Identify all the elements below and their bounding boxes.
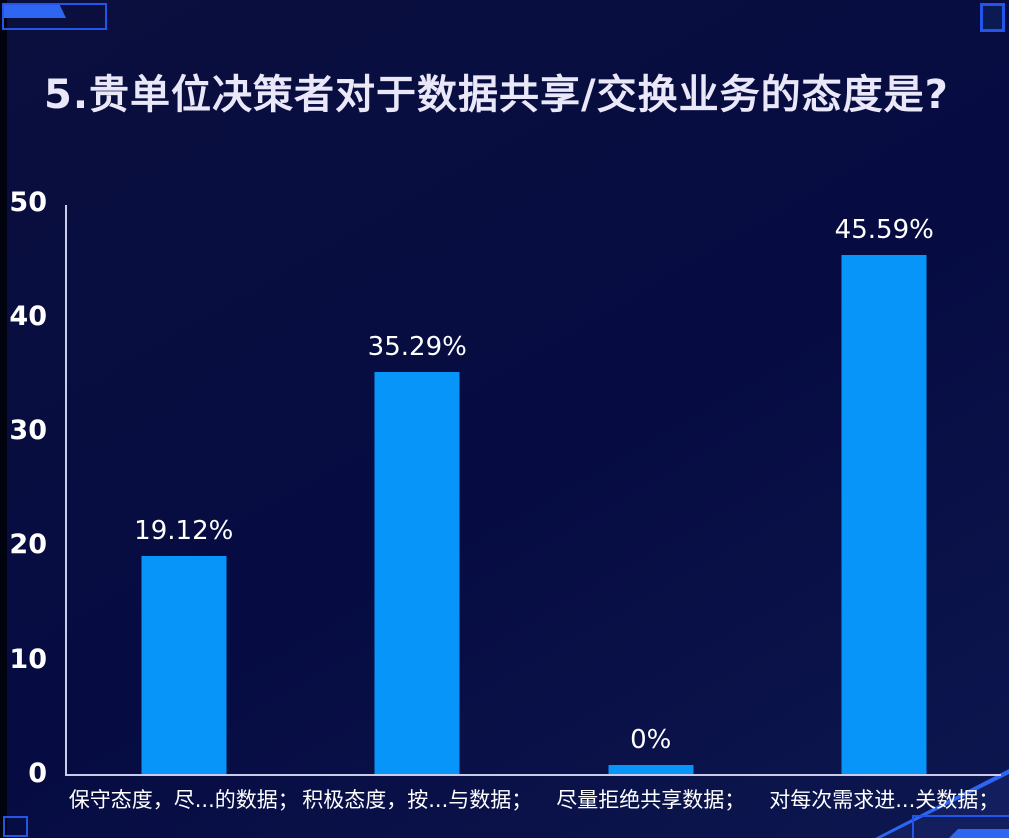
corner-decoration-top-left bbox=[2, 3, 107, 30]
corner-decoration-top-right bbox=[980, 3, 1005, 32]
corner-decoration-bottom-right-outline bbox=[912, 815, 1009, 838]
y-axis-tick: 40 bbox=[9, 301, 47, 332]
x-axis-label: 积极态度，按...与数据； bbox=[302, 788, 533, 812]
bar-slot: 35.29% 积极态度，按...与数据； bbox=[301, 205, 535, 812]
bar-slot: 45.59% 对每次需求进...关数据； bbox=[768, 205, 1002, 812]
x-axis-label: 对每次需求进...关数据； bbox=[769, 788, 1000, 812]
bar-value-label: 0% bbox=[630, 725, 672, 755]
y-axis-tick: 10 bbox=[9, 643, 47, 675]
bar-slot: 19.12% 保守态度，尽...的数据； bbox=[67, 205, 301, 812]
bar-slot: 0% 尽量拒绝共享数据； bbox=[534, 205, 768, 812]
plot-area: 19.12% 保守态度，尽...的数据； 35.29% 积极态度，按...与数据； 0%… bbox=[65, 205, 1002, 812]
bar bbox=[841, 255, 927, 774]
chart-title: 5.贵单位决策者对于数据共享/交换业务的态度是? bbox=[44, 72, 949, 118]
bar bbox=[608, 765, 694, 774]
corner-decoration-top-left-fill bbox=[4, 5, 66, 18]
y-axis: 0 10 20 30 40 50 bbox=[3, 189, 47, 787]
bar-value-label: 45.59% bbox=[834, 215, 934, 246]
bar-value-label: 35.29% bbox=[367, 332, 467, 363]
y-axis-tick: 0 bbox=[28, 757, 47, 789]
x-axis-label: 保守态度，尽...的数据； bbox=[68, 788, 299, 812]
corner-decoration-bottom-right-bar bbox=[949, 829, 1009, 838]
y-axis-tick: 50 bbox=[9, 186, 47, 218]
bar-value-label: 19.12% bbox=[134, 516, 234, 547]
left-edge-strip bbox=[0, 0, 7, 838]
y-axis-tick: 30 bbox=[9, 415, 47, 447]
bar bbox=[374, 372, 460, 774]
corner-decoration-bottom-left bbox=[3, 816, 28, 837]
y-axis-tick: 20 bbox=[9, 529, 47, 561]
bar-chart: 0 10 20 30 40 50 19.12% 保守态度，尽...的数据； 35.29% 积极态… bbox=[9, 189, 1002, 812]
x-axis-label: 尽量拒绝共享数据； bbox=[556, 788, 746, 812]
bar bbox=[141, 556, 227, 774]
